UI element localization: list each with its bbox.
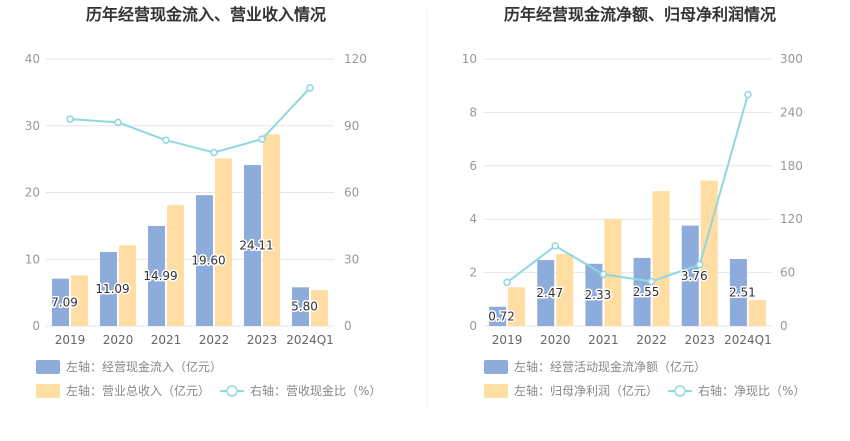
ratio-point xyxy=(696,260,704,269)
ratio-line xyxy=(506,94,749,284)
x-tick-label: 2024Q1 xyxy=(286,333,334,347)
bar-revenue xyxy=(167,205,184,326)
data-label: 3.76 xyxy=(681,269,708,283)
y-right-tick-label: 240 xyxy=(780,105,803,119)
y-right-tick-label: 30 xyxy=(344,252,359,266)
y-left-tick-label: 10 xyxy=(462,52,477,66)
data-label: 19.60 xyxy=(191,254,225,268)
data-label: 2.51 xyxy=(729,285,756,299)
y-left-tick-label: 20 xyxy=(25,186,40,200)
y-left-tick-label: 0 xyxy=(469,319,477,333)
bar-revenue xyxy=(119,245,136,326)
ratio-point xyxy=(210,148,218,157)
legend-marker xyxy=(226,385,238,397)
bar-cash-inflow xyxy=(148,225,165,326)
legend-label: 右轴：净现比（%） xyxy=(698,383,805,398)
bar-cash-net xyxy=(537,260,555,326)
bar-cash-inflow xyxy=(100,251,117,326)
legend-swatch xyxy=(36,384,60,398)
bar-cash-inflow xyxy=(52,278,69,326)
x-tick-label: 2020 xyxy=(540,333,571,347)
x-tick-label: 2020 xyxy=(103,333,134,347)
x-tick-label: 2019 xyxy=(492,333,523,347)
bar-net-profit xyxy=(556,253,574,326)
x-tick-label: 2023 xyxy=(247,333,278,347)
data-label: 7.09 xyxy=(51,295,78,309)
bar-cash-inflow xyxy=(244,165,261,326)
bar-net-profit xyxy=(508,287,526,326)
data-label: 5.80 xyxy=(291,300,318,314)
bar-cash-net xyxy=(633,257,651,326)
bar-cash-net xyxy=(585,263,603,326)
ratio-point xyxy=(306,84,314,92)
y-left-tick-label: 2 xyxy=(469,266,477,280)
y-right-tick-label: 300 xyxy=(780,52,803,66)
y-left-tick-label: 4 xyxy=(469,212,477,226)
legend-swatch xyxy=(484,384,508,398)
data-label: 24.11 xyxy=(239,239,273,253)
y-right-tick-label: 180 xyxy=(780,159,803,173)
x-tick-label: 2024Q1 xyxy=(724,333,772,347)
ratio-point xyxy=(258,135,266,143)
bar-cash-inflow xyxy=(196,195,213,326)
legend-swatch xyxy=(484,360,508,374)
data-label: 14.99 xyxy=(143,269,177,283)
y-right-tick-label: 60 xyxy=(780,266,795,280)
data-label: 11.09 xyxy=(95,282,129,296)
data-label: 2.47 xyxy=(536,286,563,300)
chart-title: 历年经营现金流净额、归母净利润情况 xyxy=(504,5,776,24)
y-right-tick-label: 120 xyxy=(780,212,803,226)
ratio-point xyxy=(66,115,74,123)
y-left-tick-label: 0 xyxy=(32,319,40,333)
chart-title: 历年经营现金流入、营业收入情况 xyxy=(86,5,326,24)
y-right-tick-label: 90 xyxy=(344,119,359,133)
legend-label: 左轴：营业总收入（亿元） xyxy=(66,383,210,398)
y-right-tick-label: 120 xyxy=(344,52,367,66)
y-right-tick-label: 60 xyxy=(344,186,359,200)
bar-net-profit xyxy=(604,219,622,326)
ratio-point xyxy=(744,90,752,99)
y-left-tick-label: 40 xyxy=(25,52,40,66)
legend-label: 右轴：营收现金比（%） xyxy=(250,383,381,398)
bar-cash-inflow xyxy=(292,287,309,326)
legend-marker xyxy=(674,385,686,397)
ratio-point xyxy=(551,242,559,250)
bar-cash-net xyxy=(681,225,699,326)
legend-label: 左轴：归母净利润（亿元） xyxy=(514,383,658,398)
y-left-tick-label: 30 xyxy=(25,119,40,133)
data-label: 2.33 xyxy=(585,288,612,302)
bar-revenue xyxy=(215,158,232,326)
bar-cash-net xyxy=(729,258,747,326)
y-left-tick-label: 6 xyxy=(469,159,477,173)
legend-label: 左轴：经营活动现金流净额（亿元） xyxy=(514,359,706,374)
x-tick-label: 2022 xyxy=(636,333,667,347)
y-right-tick-label: 0 xyxy=(344,319,352,333)
y-left-tick-label: 8 xyxy=(469,105,477,119)
x-tick-label: 2022 xyxy=(199,333,230,347)
ratio-point xyxy=(114,118,122,127)
ratio-point xyxy=(599,270,608,279)
ratio-point xyxy=(162,136,170,144)
x-tick-label: 2021 xyxy=(588,333,619,347)
y-left-tick-label: 10 xyxy=(25,252,40,266)
ratio-line xyxy=(69,87,311,154)
bar-revenue xyxy=(263,134,280,326)
ratio-point xyxy=(503,278,511,287)
x-tick-label: 2023 xyxy=(684,333,715,347)
bar-net-profit xyxy=(652,191,670,326)
data-label: 2.55 xyxy=(633,285,660,299)
legend-swatch xyxy=(36,360,60,374)
x-tick-label: 2021 xyxy=(151,333,182,347)
x-tick-label: 2019 xyxy=(55,333,86,347)
bar-cash-net xyxy=(489,306,507,326)
bar-net-profit xyxy=(748,300,766,326)
bar-revenue xyxy=(71,275,88,326)
y-right-tick-label: 0 xyxy=(780,319,788,333)
bar-revenue xyxy=(311,289,328,326)
legend-label: 左轴：经营现金流入（亿元） xyxy=(66,359,222,374)
ratio-point xyxy=(647,277,656,286)
data-label: 0.72 xyxy=(488,309,515,323)
